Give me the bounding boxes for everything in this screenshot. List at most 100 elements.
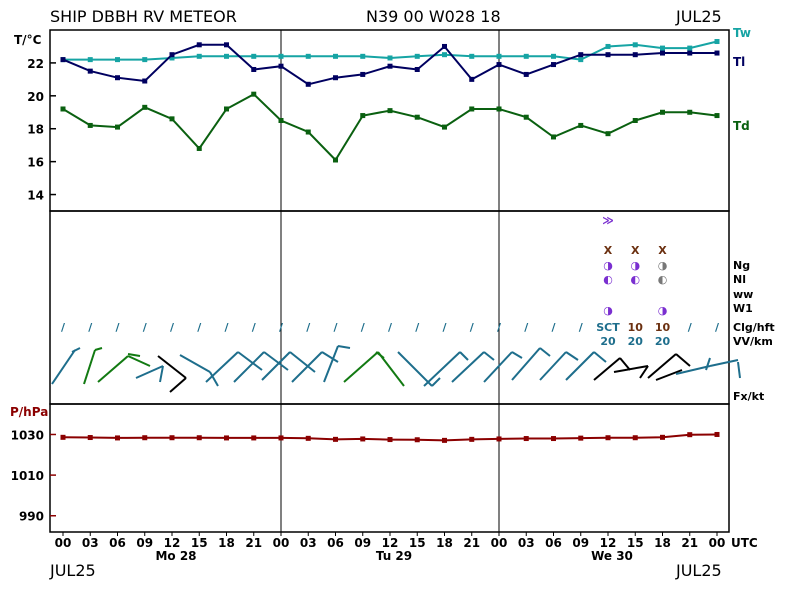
visibility-value-2: 20: [655, 335, 671, 348]
series-pressure-point-10: [333, 436, 338, 442]
vv-label: VV/km: [733, 335, 773, 348]
x-tick-label-7: 21: [245, 536, 262, 550]
x-axis: 00 03 06 09 12 15 18 21 00 03 06 09 12 15 18 21 00 03 06 09…: [55, 532, 725, 563]
series-pressure-point-14: [442, 437, 447, 443]
wind-barb-stroke-50: [737, 361, 741, 379]
x-tick-label-6: 18: [218, 536, 235, 550]
series-td-point-2: [115, 124, 120, 130]
wind-barb-stroke-17: [261, 351, 291, 381]
day-label-2: We 30: [591, 549, 633, 563]
wind-direction-marks: / / / / / / / / / / / / / / / / / / / / / /: [61, 321, 720, 334]
wind-barb-stroke-38: [565, 351, 595, 381]
pressure-tick-label-1010: 1010: [11, 469, 44, 483]
temp-axis-label: T/°C: [14, 33, 42, 47]
station-position: N39 00 W028 18: [366, 7, 501, 26]
series-tw-point-3: [142, 57, 148, 63]
series-tw-point-23: [687, 45, 693, 51]
wind-barb-stroke-32: [483, 351, 513, 383]
series-td-point-6: [224, 106, 229, 112]
wind-barb-stroke-18: [289, 351, 316, 373]
series-tl-point-1: [87, 68, 93, 74]
day-label-1: Tu 29: [376, 549, 412, 563]
td-label: Td: [733, 119, 750, 133]
series-pressure-point-3: [142, 435, 148, 441]
series-tl-point-4: [169, 52, 175, 58]
series-pressure-point-18: [551, 436, 556, 442]
wind-barb-stroke-43: [639, 365, 649, 379]
wind-barb-stroke-19: [291, 351, 323, 383]
series-td-point-15: [469, 106, 475, 112]
wind-dir-mark-11: /: [361, 321, 366, 334]
wind-barb-stroke-35: [539, 347, 551, 357]
wind-barb-stroke-44: [647, 353, 677, 379]
wind-barb-stroke-8: [159, 365, 164, 383]
wind-dir-mark-13: /: [415, 321, 420, 334]
series-td-line: [62, 92, 718, 162]
series-tl-point-23: [687, 50, 693, 56]
ww-label: ww: [733, 288, 753, 301]
x-tick-label-16: 00: [491, 536, 508, 550]
wind-barb-stroke-5: [127, 355, 151, 367]
pressure-axis-label: P/hPa: [10, 405, 48, 419]
wind-barb-stroke-49: [705, 357, 711, 371]
ng-cover-2: ◑: [658, 259, 668, 272]
x-tick-label-23: 21: [681, 536, 698, 550]
series-pressure-point-11: [360, 436, 366, 442]
wind-dir-mark-10: /: [333, 321, 338, 334]
x-tick-label-1: 03: [82, 536, 99, 550]
pressure-panel: [49, 403, 730, 533]
series-tw-point-16: [496, 53, 502, 59]
visibility-value-0: 20: [600, 335, 616, 348]
x-tick-label-17: 03: [518, 536, 535, 550]
wind-dir-mark-15: /: [470, 321, 475, 334]
series-tl-point-9: [305, 81, 311, 87]
x-tick-label-3: 09: [136, 536, 153, 550]
x-tick-label-21: 15: [627, 536, 644, 550]
series-tw-point-9: [305, 53, 311, 59]
series-tl-point-11: [360, 71, 366, 77]
wind-barb-stroke-33: [511, 351, 523, 359]
series-pressure-point-2: [115, 435, 120, 441]
ng-cloud-type-1: X: [631, 244, 640, 257]
series-td-point-7: [251, 91, 257, 97]
temp-tick-label-20: 20: [27, 90, 44, 104]
pressure-tick-label-1030: 1030: [11, 428, 44, 442]
nl-cover-2: ◐: [658, 273, 668, 286]
wind-barb-stroke-40: [593, 357, 621, 381]
series-pressure-point-6: [224, 435, 229, 441]
series-pressure-point-15: [469, 436, 475, 442]
series-pressure-point-24: [714, 431, 720, 437]
series-pressure-point-9: [305, 435, 311, 441]
x-tick-label-22: 18: [654, 536, 671, 550]
x-tick-label-20: 12: [600, 536, 617, 550]
temp-tick-label-18: 18: [27, 123, 44, 137]
series-pressure-point-20: [605, 435, 611, 441]
x-tick-label-15: 21: [463, 536, 480, 550]
wind-barb-stroke-9: [157, 355, 187, 379]
nl-label: Nl: [733, 273, 746, 286]
x-tick-label-11: 09: [354, 536, 371, 550]
wind-barb-stroke-20: [321, 351, 339, 363]
wind-barb-stroke-36: [539, 351, 567, 381]
pressure-series: [60, 431, 720, 443]
wind-barb-stroke-16: [263, 351, 289, 371]
series-tw-point-12: [387, 55, 393, 61]
series-td-point-4: [169, 116, 175, 122]
wind-barb-stroke-11: [179, 354, 211, 373]
temp-tick-label-22: 22: [27, 57, 44, 71]
x-tick-label-4: 12: [164, 536, 181, 550]
series-tl-point-5: [196, 42, 202, 48]
wind-barb-stroke-25: [375, 351, 385, 359]
series-tw-point-24: [714, 39, 720, 45]
w1-label: W1: [733, 302, 753, 315]
wind-barb-stroke-42: [613, 365, 649, 373]
series-tl-point-10: [333, 75, 338, 81]
series-tw-point-10: [333, 53, 338, 59]
series-td-point-9: [305, 129, 311, 135]
ng-label: Ng: [733, 259, 750, 272]
station-title: SHIP DBBH RV METEOR: [50, 7, 237, 26]
series-td-point-1: [87, 122, 93, 128]
series-td-point-5: [196, 145, 202, 151]
